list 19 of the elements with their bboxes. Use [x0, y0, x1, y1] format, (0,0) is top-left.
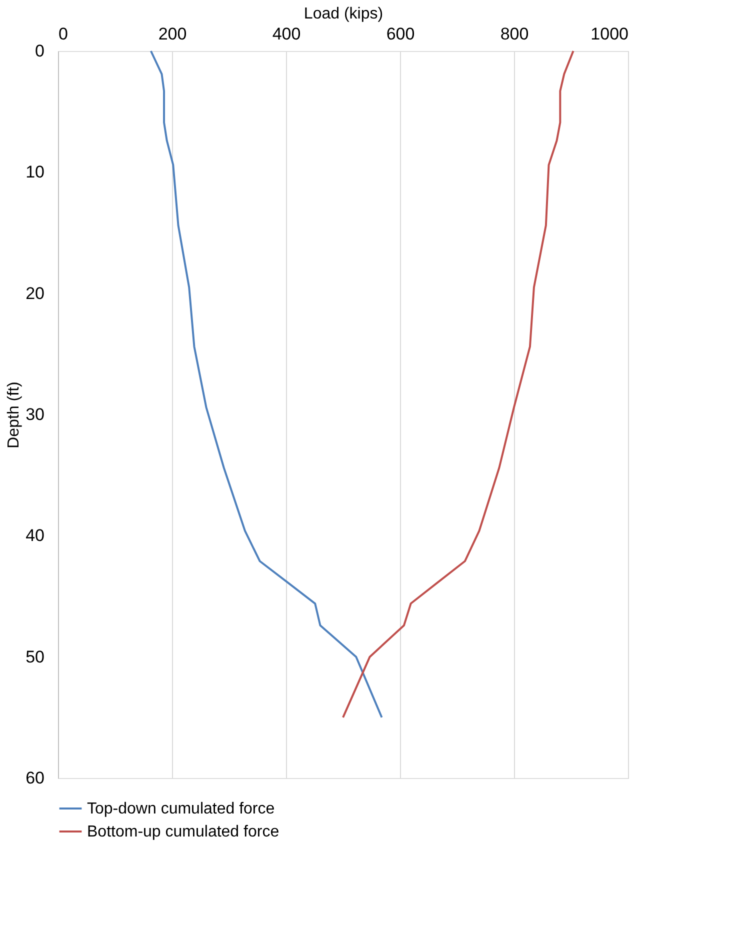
legend-label: Bottom-up cumulated force: [87, 824, 280, 840]
y-tick-label: 10: [26, 162, 44, 182]
line-series: [342, 50, 574, 718]
y-tick-label: 20: [26, 284, 44, 303]
y-tick-label: 60: [26, 768, 44, 788]
x-tick-label: 1000: [590, 24, 628, 44]
y-tick-label: 0: [35, 42, 44, 60]
x-tick-label: 200: [158, 24, 187, 44]
y-tick-label: 30: [26, 405, 44, 424]
x-tick-label: 0: [58, 24, 68, 44]
y-axis-title: Depth (ft): [6, 382, 23, 448]
y-tick-label: 50: [26, 647, 44, 666]
legend-label: Top-down cumulated force: [87, 800, 275, 818]
x-tick-label: 600: [386, 24, 415, 44]
y-tick-label: 40: [26, 526, 44, 546]
x-tick-label: 400: [272, 24, 301, 44]
line-series: [150, 50, 383, 718]
x-axis-title: Load (kips): [304, 6, 384, 22]
x-tick-label: 800: [500, 24, 529, 44]
